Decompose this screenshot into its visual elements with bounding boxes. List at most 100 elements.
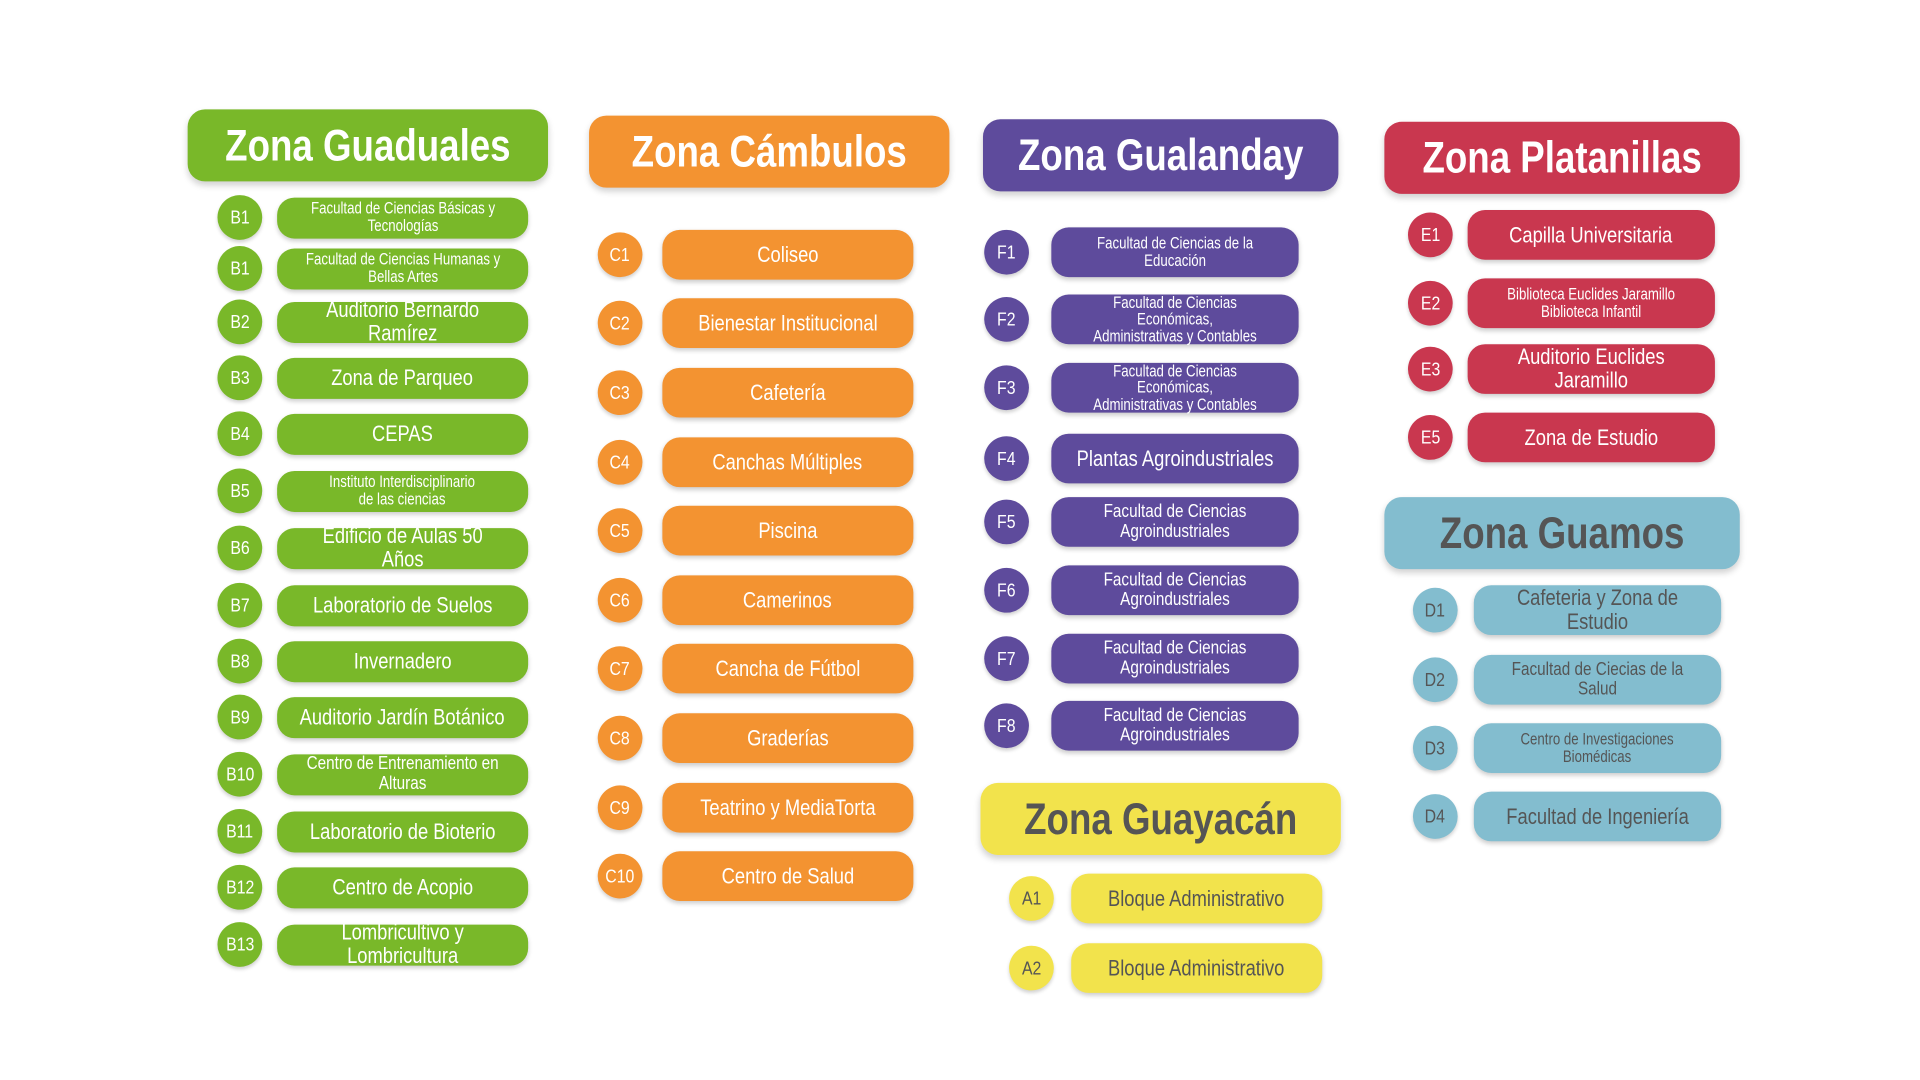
zone-code-text: B5 [230,480,250,502]
zone-item-text: Bienestar Institucional [698,310,878,335]
zone-item-text: Facultad de Ciencias Agroindustriales [1103,569,1247,611]
zone-code-text: E3 [1420,358,1441,380]
zone-code-text: D3 [1425,737,1446,759]
zone-item-text: Auditorio Euclides Jaramillo [1517,344,1665,393]
zone-item-text: Facultad de Ciencias Agroindustriales [1103,637,1247,679]
zone-item: Canchas Múltiples [662,437,914,488]
zone-item-text: Facultad de Ciencias Económicas, Adminis… [1093,292,1257,346]
zone-code-text: B6 [230,537,250,559]
zone-item-text: Facultad de Ingeniería [1506,803,1689,829]
zone-code: C10 [597,853,643,899]
zone-item-text: Laboratorio de Suelos [312,592,493,618]
zone-header-text: Zona Guayacán [1024,792,1298,844]
zone-code-text: C3 [609,382,631,404]
zone-item-text: CEPAS [372,420,434,446]
zone-header: Zona Guamos [1384,497,1740,570]
zone-code: F7 [984,636,1029,681]
zone-header-text: Zona Platanillas [1422,131,1702,183]
zone-item: Centro de Entrenamiento en Alturas [277,753,529,795]
zone-item-text: Facultad de Ciencias Agroindustriales [1103,704,1247,746]
zone-code-text: A2 [1021,957,1042,979]
zone-code: A1 [1009,876,1054,921]
zone-item: Biblioteca Euclides Jaramillo Biblioteca… [1467,278,1715,329]
zone-item-text: Laboratorio de Bioterio [309,818,496,844]
zone-code-text: C5 [609,520,631,542]
zone-code-text: C10 [605,865,635,887]
zone-item-text: Bloque Administrativo [1108,955,1285,980]
zone-item: Bienestar Institucional [662,298,914,348]
zone-item-text: Coliseo [757,241,819,267]
zone-header-text: Zona Guaduales [225,119,511,171]
zone-item-text: Auditorio Bernardo Ramírez [326,297,480,346]
zone-item-text: Auditorio Jardín Botánico [300,704,506,729]
zone-header: Zona Platanillas [1384,121,1740,194]
zone-item-text: Instituto Interdisciplinario de las cien… [329,472,476,509]
zone-code-text: C2 [609,312,631,334]
zone-code-text: D2 [1425,669,1446,691]
zone-item: Auditorio Euclides Jaramillo [1467,344,1715,394]
zone-code-text: B1 [230,257,250,279]
zone-code-text: F8 [997,715,1016,737]
zone-code: C7 [597,646,643,691]
zone-code: F2 [984,297,1029,342]
zone-code-text: F5 [997,511,1016,533]
zone-header: Zona Gualanday [982,119,1339,192]
zone-item: Teatrino y MediaTorta [662,782,914,833]
zone-code: B3 [217,355,263,401]
zone-item: Facultad de Ciencias Agroindustriales [1051,700,1299,751]
zone-code: F6 [984,567,1029,613]
zone-code-text: B4 [230,423,250,445]
zone-code-text: C4 [609,451,631,473]
zone-item: Zona de Estudio [1467,412,1715,463]
zone-code: C4 [597,439,643,485]
zone-code: E1 [1407,212,1453,258]
zone-item-text: Zona de Parqueo [331,364,474,390]
zone-code: B6 [217,525,263,571]
zone-item: Laboratorio de Bioterio [277,810,529,852]
zone-item: Bloque Administrativo [1071,873,1323,924]
zone-code-text: D4 [1425,805,1446,828]
zone-code-text: B11 [226,820,254,842]
zone-item: Centro de Salud [662,851,914,901]
zone-code: F5 [984,499,1029,545]
zone-code-text: B9 [230,706,250,728]
zone-item-text: Facultad de Ciencias de la Educación [1096,234,1254,270]
zone-item-text: Facultad de Ciencias Agroindustriales [1103,501,1247,542]
zone-item: Cafeteria y Zona de Estudio [1473,585,1722,636]
zone-item-text: Centro de Investigaciones Biomédicas [1520,729,1675,766]
zone-item-text: Centro de Acopio [332,874,473,900]
zone-item: Cafetería [662,367,914,418]
zone-item-text: Camerinos [743,587,833,613]
zone-code: B9 [217,694,263,740]
zone-item: Centro de Acopio [277,866,529,908]
zone-header-text: Zona Gualanday [1017,129,1304,181]
zone-item-text: Graderías [747,725,829,751]
zone-code-text: C7 [609,658,631,680]
zone-code: B8 [217,638,263,684]
zone-item-text: Cancha de Fútbol [715,655,861,681]
zone-item: Facultad de Ciencias Humanas y Bellas Ar… [277,247,529,289]
zone-item-text: Lombricultivo y Lombricultura [341,919,464,969]
zone-header-text: Zona Guamos [1439,507,1685,559]
zone-code: D4 [1412,794,1458,839]
zone-header: Zona Guaduales [187,109,549,182]
zone-item: Cancha de Fútbol [662,643,914,694]
zone-item-text: Invernadero [353,648,452,673]
zone-code: B2 [217,299,263,345]
zone-code: C6 [597,577,643,623]
zone-header: Zona Guayacán [980,782,1341,855]
zone-code: E5 [1407,415,1453,460]
zone-item: Camerinos [662,575,914,626]
zone-item-text: Facultad de Ciecias de la Salud [1511,658,1684,700]
zone-code: F3 [984,365,1029,411]
zone-code: C3 [597,370,643,416]
zone-item: Zona de Parqueo [277,357,529,399]
zone-code: F4 [984,436,1029,481]
zone-code: B11 [217,808,263,854]
zone-item: Facultad de Ingeniería [1473,791,1722,842]
zone-code-text: B10 [225,763,254,785]
zone-item-text: Centro de Salud [721,863,855,888]
zone-code: B13 [217,922,263,967]
